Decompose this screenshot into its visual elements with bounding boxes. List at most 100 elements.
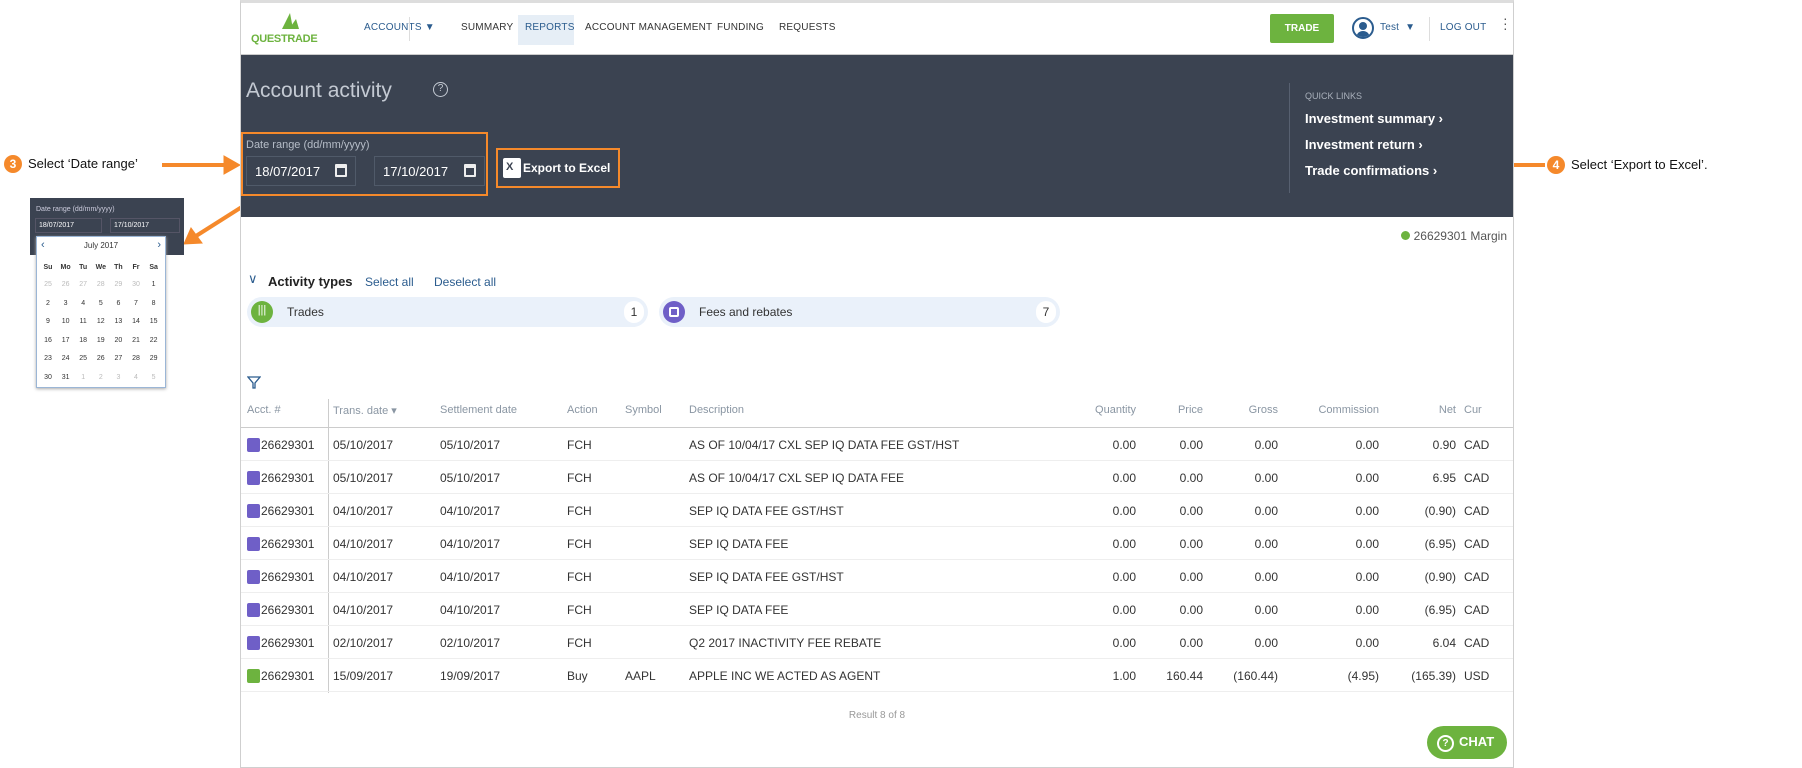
table-row[interactable]: 26629301 05/10/2017 05/10/2017 FCH AS OF 10/… bbox=[241, 461, 1513, 494]
table-row[interactable]: 26629301 15/09/2017 19/09/2017 Buy AAPL APPLE… bbox=[241, 659, 1513, 692]
calendar-day[interactable]: 12 bbox=[96, 318, 105, 325]
trades-icon: ||| bbox=[251, 301, 273, 323]
date-to-input[interactable]: 17/10/2017 bbox=[374, 156, 485, 186]
nav-reports[interactable]: REPORTS bbox=[525, 22, 575, 33]
calendar-day[interactable]: 4 bbox=[134, 373, 138, 381]
kebab-menu-icon[interactable]: · · · bbox=[1503, 10, 1508, 36]
calendar-day[interactable]: 25 bbox=[79, 355, 88, 362]
calendar-day[interactable]: 25 bbox=[44, 281, 52, 288]
calendar-day[interactable]: 2 bbox=[98, 373, 103, 381]
calendar-day[interactable]: 14 bbox=[132, 318, 140, 325]
calendar-next-icon[interactable]: › bbox=[157, 239, 161, 251]
table-row[interactable]: 26629301 05/10/2017 05/10/2017 FCH AS OF 10/… bbox=[241, 428, 1513, 461]
calendar-day[interactable]: 26 bbox=[96, 355, 105, 362]
calendar-day[interactable]: 29 bbox=[149, 355, 158, 362]
column-header[interactable]: Quantity bbox=[1095, 404, 1136, 416]
logout-link[interactable]: LOG OUT bbox=[1440, 22, 1487, 33]
calendar-day[interactable]: 10 bbox=[61, 318, 70, 325]
questrade-logo[interactable]: QUESTRADE bbox=[251, 11, 341, 49]
cell-desc: AS OF 10/04/17 CXL SEP IQ DATA FEE GST/H… bbox=[689, 438, 960, 452]
chat-button[interactable]: ? CHAT bbox=[1427, 726, 1507, 759]
date-from-input[interactable]: 18/07/2017 bbox=[246, 156, 356, 186]
calendar-day[interactable]: 1 bbox=[151, 281, 156, 288]
filter-icon[interactable] bbox=[247, 376, 261, 389]
calendar-icon[interactable] bbox=[335, 164, 347, 177]
calendar-day[interactable]: 3 bbox=[63, 299, 68, 307]
nav-requests[interactable]: REQUESTS bbox=[779, 22, 836, 33]
column-header[interactable]: Acct. # bbox=[247, 404, 281, 416]
calendar-day[interactable]: 20 bbox=[114, 336, 123, 344]
calendar-day[interactable]: 3 bbox=[116, 373, 121, 381]
calendar-day[interactable]: 2 bbox=[46, 299, 50, 307]
table-row[interactable]: 26629301 04/10/2017 04/10/2017 FCH SEP IQ DA… bbox=[241, 593, 1513, 626]
collapse-chevron-icon[interactable]: ∨ bbox=[248, 271, 258, 286]
column-header[interactable]: Action bbox=[567, 404, 598, 416]
account-selector[interactable]: 26629301 Margin bbox=[1401, 229, 1507, 243]
user-avatar-icon[interactable] bbox=[1352, 17, 1374, 39]
calendar-day[interactable]: 28 bbox=[96, 281, 105, 288]
quick-link-trade-confirmations[interactable]: Trade confirmations › bbox=[1305, 163, 1438, 178]
calendar-day[interactable]: 15 bbox=[149, 318, 158, 325]
calendar-day[interactable]: 17 bbox=[61, 336, 70, 344]
calendar-day[interactable]: 16 bbox=[44, 336, 52, 344]
calendar-day[interactable]: 9 bbox=[46, 318, 50, 325]
calendar-day[interactable]: 30 bbox=[44, 373, 52, 381]
calendar-inset-from[interactable]: 18/07/2017 bbox=[35, 218, 102, 233]
table-row[interactable]: 26629301 04/10/2017 04/10/2017 FCH SEP IQ DA… bbox=[241, 494, 1513, 527]
trade-button[interactable]: TRADE bbox=[1270, 14, 1334, 43]
calendar-day[interactable]: 28 bbox=[132, 355, 140, 362]
user-menu[interactable]: Test ▼ bbox=[1380, 22, 1415, 33]
activity-type-fees[interactable]: Fees and rebates 7 bbox=[659, 297, 1060, 327]
table-row[interactable]: 26629301 04/10/2017 04/10/2017 FCH SEP IQ DA… bbox=[241, 560, 1513, 593]
calendar-day[interactable]: 8 bbox=[151, 299, 156, 307]
calendar-icon[interactable] bbox=[464, 164, 476, 177]
table-row[interactable]: 26629301 04/10/2017 04/10/2017 FCH SEP IQ DA… bbox=[241, 527, 1513, 560]
calendar-day[interactable]: 7 bbox=[134, 299, 138, 307]
calendar-day[interactable]: 6 bbox=[116, 299, 121, 307]
calendar-day[interactable]: 22 bbox=[149, 336, 158, 344]
calendar-day[interactable]: 31 bbox=[61, 373, 70, 381]
export-to-excel-button[interactable]: X Export to Excel bbox=[496, 148, 620, 188]
nav-accounts[interactable]: ACCOUNTS ▼ bbox=[364, 22, 435, 33]
calendar-inset-to[interactable]: 17/10/2017 bbox=[110, 218, 180, 233]
calendar-day[interactable]: 19 bbox=[96, 336, 105, 344]
column-header[interactable]: Price bbox=[1177, 404, 1203, 416]
calendar-day[interactable]: 23 bbox=[44, 355, 52, 362]
calendar-day[interactable]: 13 bbox=[114, 318, 123, 325]
nav-account-management[interactable]: ACCOUNT MANAGEMENT bbox=[585, 22, 713, 33]
calendar-prev-icon[interactable]: ‹ bbox=[41, 239, 45, 251]
column-header[interactable]: Gross bbox=[1248, 404, 1278, 416]
table-row[interactable]: 26629301 02/10/2017 02/10/2017 FCH Q2 2017 I… bbox=[241, 626, 1513, 659]
cell-settle: 04/10/2017 bbox=[440, 570, 501, 584]
calendar-day[interactable]: 30 bbox=[132, 281, 140, 288]
step-4-text: Select ‘Export to Excel’. bbox=[1571, 157, 1708, 172]
calendar-day[interactable]: 27 bbox=[79, 281, 88, 288]
column-header[interactable]: Description bbox=[689, 404, 745, 416]
calendar-day[interactable]: 5 bbox=[151, 373, 156, 381]
column-header[interactable]: Trans. date ▾ bbox=[333, 405, 397, 417]
calendar-day[interactable]: 1 bbox=[81, 373, 86, 381]
quick-link-investment-summary[interactable]: Investment summary › bbox=[1305, 111, 1444, 126]
calendar-day[interactable]: 11 bbox=[79, 318, 87, 325]
column-header[interactable]: Settlement date bbox=[440, 404, 518, 416]
calendar-day[interactable]: 4 bbox=[81, 299, 86, 307]
activity-type-trades[interactable]: ||| Trades 1 bbox=[247, 297, 648, 327]
deselect-all-link[interactable]: Deselect all bbox=[434, 275, 497, 289]
calendar-day[interactable]: 29 bbox=[114, 281, 123, 288]
header-divider bbox=[241, 427, 1513, 428]
calendar-day[interactable]: 18 bbox=[79, 336, 88, 344]
calendar-day[interactable]: 26 bbox=[61, 281, 70, 288]
nav-funding[interactable]: FUNDING bbox=[717, 22, 764, 33]
calendar-day[interactable]: 24 bbox=[61, 355, 70, 362]
select-all-link[interactable]: Select all bbox=[365, 275, 414, 289]
column-header[interactable]: Commission bbox=[1318, 404, 1379, 416]
calendar-day[interactable]: 27 bbox=[114, 355, 123, 362]
nav-summary[interactable]: SUMMARY bbox=[461, 22, 514, 33]
calendar-day[interactable]: 5 bbox=[98, 299, 103, 307]
calendar-day[interactable]: 21 bbox=[132, 336, 140, 344]
column-header[interactable]: Symbol bbox=[625, 404, 662, 416]
quick-link-investment-return[interactable]: Investment return › bbox=[1305, 137, 1423, 152]
column-header[interactable]: Net bbox=[1438, 404, 1456, 416]
help-icon[interactable]: ? bbox=[433, 82, 448, 97]
column-header[interactable]: Cur bbox=[1464, 404, 1482, 416]
